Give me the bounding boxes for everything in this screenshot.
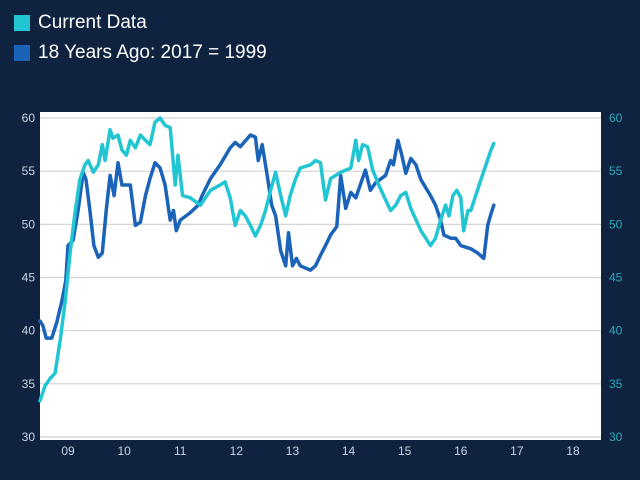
legend-label-18-years-ago: 18 Years Ago: 2017 = 1999	[38, 42, 267, 63]
y-tick-label-right: 50	[609, 217, 623, 231]
y-tick-label-left: 50	[22, 217, 36, 231]
y-tick-label-left: 35	[22, 377, 36, 391]
x-tick-label: 13	[286, 444, 300, 458]
x-tick-label: 12	[230, 444, 244, 458]
legend-swatch-current	[14, 15, 30, 31]
legend-item-18-years-ago: 18 Years Ago: 2017 = 1999	[14, 38, 267, 68]
x-tick-label: 14	[342, 444, 356, 458]
legend-swatch-18-years-ago	[14, 45, 30, 61]
y-tick-label-right: 45	[609, 271, 623, 285]
x-tick-label: 11	[174, 444, 187, 458]
y-tick-label-right: 40	[609, 324, 623, 338]
series-line-current-data	[38, 116, 496, 403]
series-line-18-years-ago	[38, 133, 496, 340]
x-tick-label: 17	[510, 444, 524, 458]
y-tick-label-left: 55	[22, 164, 36, 178]
y-tick-label-left: 45	[22, 271, 36, 285]
y-tick-label-left: 30	[22, 430, 36, 444]
legend-item-current: Current Data	[14, 8, 267, 38]
y-tick-label-right: 35	[609, 377, 623, 391]
legend-label-current: Current Data	[38, 12, 147, 33]
x-tick-label: 10	[117, 444, 131, 458]
y-tick-label-left: 40	[22, 324, 36, 338]
y-tick-label-right: 60	[609, 111, 623, 125]
y-tick-label-left: 60	[22, 111, 36, 125]
y-tick-label-right: 55	[609, 164, 623, 178]
x-tick-label: 16	[454, 444, 468, 458]
legend: Current Data 18 Years Ago: 2017 = 1999	[14, 8, 267, 68]
x-tick-label: 18	[566, 444, 580, 458]
x-tick-label: 09	[61, 444, 75, 458]
y-tick-label-right: 30	[609, 430, 623, 444]
x-tick-label: 15	[398, 444, 412, 458]
